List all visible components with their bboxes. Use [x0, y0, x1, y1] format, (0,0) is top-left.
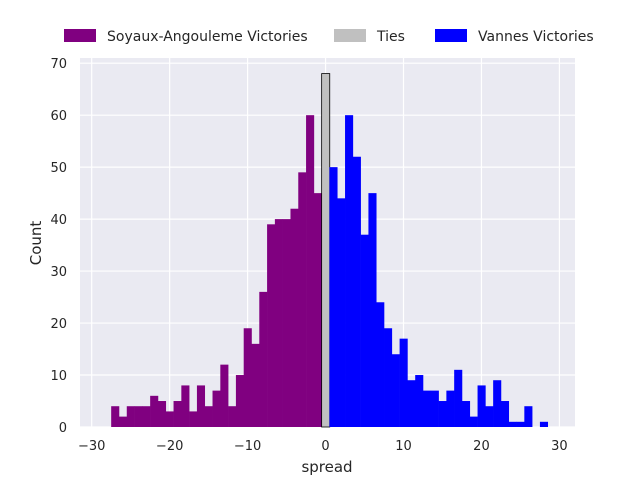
bar-soyaux-angouleme-victories [181, 385, 190, 427]
bar-soyaux-angouleme-victories [220, 364, 229, 427]
bar-vannes-victories [415, 375, 424, 427]
legend-label-ties: Ties [376, 29, 405, 45]
bar-vannes-victories [493, 380, 502, 427]
y-axis-label: Count [27, 221, 45, 266]
bar-soyaux-angouleme-victories [196, 385, 206, 427]
bar-soyaux-angouleme-victories [274, 219, 283, 427]
bar-soyaux-angouleme-victories [243, 328, 252, 427]
bar-soyaux-angouleme-victories [306, 115, 315, 428]
bar-vannes-victories [368, 193, 377, 427]
bar-vannes-victories [461, 401, 471, 427]
bar-vannes-victories [430, 390, 439, 427]
bars-group [111, 73, 549, 428]
bar-ties [321, 73, 331, 428]
bar-soyaux-angouleme-victories [150, 395, 159, 427]
y-tick-label: 60 [50, 109, 67, 124]
bar-vannes-victories [384, 328, 393, 427]
bar-soyaux-angouleme-victories [134, 406, 143, 427]
y-tick-label: 70 [50, 57, 67, 72]
y-tick-label: 0 [59, 421, 67, 436]
y-tick-label: 30 [50, 265, 67, 280]
bar-vannes-victories [516, 421, 525, 427]
x-tick-label: 30 [551, 439, 568, 454]
bar-vannes-victories [337, 198, 346, 427]
y-tick-labels: 0 10 20 30 40 50 60 70 [50, 57, 67, 436]
x-tick-label: 20 [473, 439, 490, 454]
bar-soyaux-angouleme-victories [165, 411, 174, 427]
y-tick-label: 10 [50, 369, 67, 384]
bar-soyaux-angouleme-victories [298, 172, 307, 427]
y-tick-label: 50 [50, 161, 67, 176]
bar-vannes-victories [422, 390, 432, 427]
bar-vannes-victories [454, 369, 463, 427]
x-tick-label: 10 [395, 439, 412, 454]
bar-vannes-victories [391, 354, 400, 427]
x-tick-label: −30 [78, 439, 105, 454]
y-tick-label: 40 [50, 213, 67, 228]
bar-vannes-victories [352, 156, 361, 428]
bar-vannes-victories [407, 380, 416, 427]
bar-vannes-victories [376, 302, 385, 427]
bar-vannes-victories [329, 167, 338, 427]
bar-vannes-victories [399, 338, 408, 427]
bar-soyaux-angouleme-victories [126, 406, 135, 427]
bar-vannes-victories [438, 401, 447, 427]
bar-vannes-victories [469, 416, 478, 427]
bar-soyaux-angouleme-victories [259, 291, 268, 427]
bar-vannes-victories [477, 385, 486, 427]
bar-vannes-victories [500, 401, 510, 427]
y-tick-label: 20 [50, 317, 67, 332]
bar-soyaux-angouleme-victories [313, 193, 322, 427]
bar-soyaux-angouleme-victories [189, 411, 198, 427]
x-tick-label: −20 [156, 439, 183, 454]
bar-vannes-victories [485, 406, 494, 427]
bar-soyaux-angouleme-victories [204, 406, 213, 427]
bar-vannes-victories [508, 421, 517, 427]
bar-soyaux-angouleme-victories [290, 208, 299, 427]
legend-swatch-ties [334, 29, 366, 42]
bar-vannes-victories [539, 421, 549, 427]
bar-soyaux-angouleme-victories [251, 343, 260, 427]
bar-soyaux-angouleme-victories [228, 406, 237, 427]
legend-label-vannes: Vannes Victories [478, 29, 594, 45]
bar-vannes-victories [360, 234, 369, 427]
x-tick-label: 0 [321, 439, 329, 454]
bar-soyaux-angouleme-victories [118, 416, 128, 427]
bar-soyaux-angouleme-victories [282, 219, 291, 427]
bar-soyaux-angouleme-victories [212, 390, 221, 427]
legend-label-soyaux: Soyaux-Angouleme Victories [107, 29, 308, 45]
bar-soyaux-angouleme-victories [142, 406, 151, 427]
bar-vannes-victories [345, 115, 354, 428]
bar-soyaux-angouleme-victories [111, 406, 120, 427]
bar-vannes-victories [446, 390, 455, 427]
legend-swatch-vannes [435, 29, 467, 42]
x-axis-label: spread [301, 458, 352, 476]
bar-soyaux-angouleme-victories [173, 401, 182, 427]
bar-soyaux-angouleme-victories [157, 401, 167, 427]
x-tick-label: −10 [234, 439, 261, 454]
bar-soyaux-angouleme-victories [235, 375, 245, 427]
legend: Soyaux-Angouleme Victories Ties Vannes V… [64, 29, 594, 45]
bar-soyaux-angouleme-victories [267, 224, 276, 427]
x-tick-labels: −30 −20 −10 0 10 20 30 [78, 439, 568, 454]
legend-swatch-soyaux [64, 29, 96, 42]
bar-vannes-victories [524, 406, 533, 427]
